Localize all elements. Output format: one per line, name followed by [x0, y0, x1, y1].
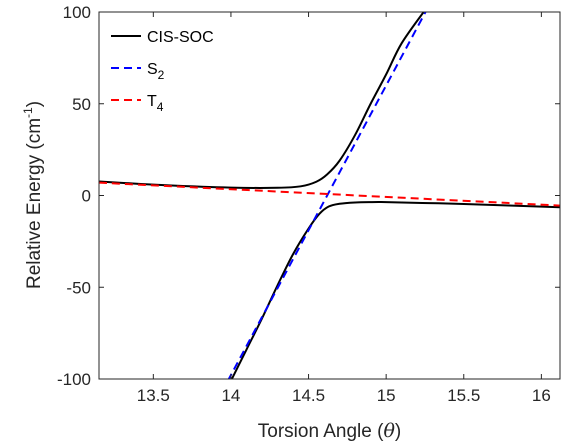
legend-label-t4-sub: 4: [157, 100, 164, 114]
y-axis-label-close: ): [24, 101, 45, 107]
x-axis-label-symbol: θ: [383, 420, 395, 442]
x-axis-label-close: ): [395, 421, 401, 442]
legend-label-cis-soc: CIS-SOC: [147, 29, 214, 46]
y-axis-label-sup: -1: [21, 107, 35, 118]
x-tick-label: 13.5: [137, 386, 170, 405]
x-axis-label-text: Torsion Angle (: [258, 421, 384, 442]
legend-label-t4-main: T: [147, 93, 157, 110]
y-tick-label: -100: [57, 370, 91, 389]
y-axis-label: Relative Energy (cm-1): [21, 101, 45, 289]
x-tick-label: 16: [532, 386, 551, 405]
y-tick-label: 50: [72, 95, 91, 114]
x-tick-label: 15: [377, 386, 396, 405]
x-tick-label: 14: [221, 386, 240, 405]
x-axis-label: Torsion Angle (θ): [258, 420, 401, 442]
x-tick-label: 15.5: [447, 386, 480, 405]
y-tick-label: -50: [66, 278, 91, 297]
legend-label-s2-sub: 2: [158, 68, 165, 82]
y-axis-label-text: Relative Energy (cm: [24, 118, 45, 289]
y-tick-label: 100: [63, 3, 91, 22]
plot-area: [99, 12, 560, 379]
y-tick-label: 0: [82, 187, 91, 206]
x-tick-label: 14.5: [292, 386, 325, 405]
legend-label-s2-main: S: [147, 61, 158, 78]
